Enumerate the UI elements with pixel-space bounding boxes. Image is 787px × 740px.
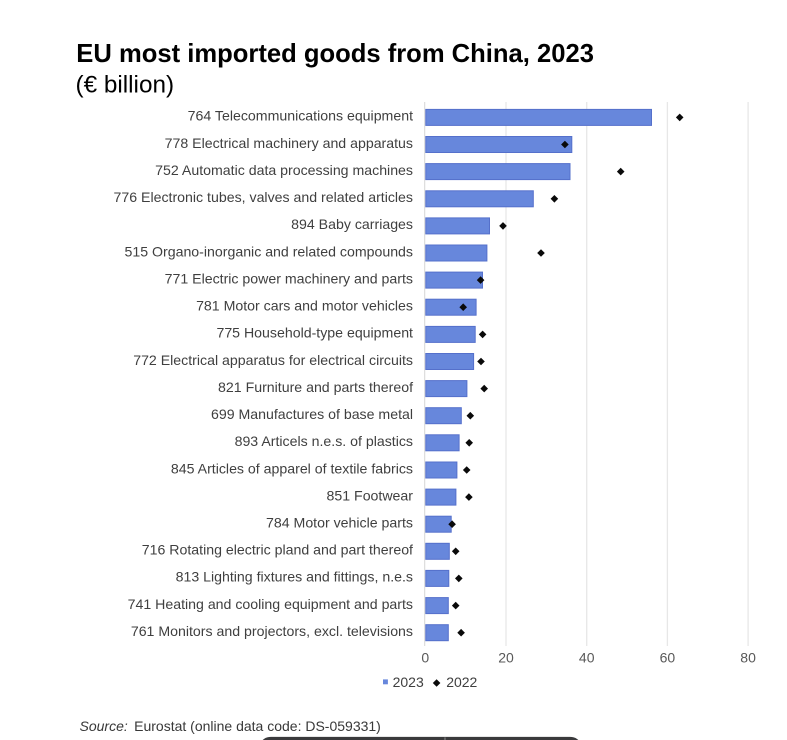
svg-text:80: 80: [740, 650, 756, 666]
svg-text:781 Motor cars and motor vehic: 781 Motor cars and motor vehicles: [196, 298, 413, 314]
svg-text:EU most imported goods from Ch: EU most imported goods from China, 2023: [76, 40, 594, 68]
svg-text:778 Electrical machinery and a: 778 Electrical machinery and apparatus: [165, 135, 413, 151]
svg-text:716 Rotating electric pland an: 716 Rotating electric pland and part the…: [142, 542, 413, 558]
svg-text:775 Household-type equipment: 775 Household-type equipment: [216, 325, 413, 341]
svg-text:2022: 2022: [446, 674, 477, 690]
svg-text:(€ billion): (€ billion): [76, 72, 175, 99]
svg-text:752 Automatic data processing: 752 Automatic data processing machines: [155, 162, 413, 178]
svg-text:776 Electronic tubes, valves a: 776 Electronic tubes, valves and related…: [114, 189, 413, 205]
svg-text:515 Organo-inorganic and relat: 515 Organo-inorganic and related compoun…: [124, 243, 413, 259]
svg-text:40: 40: [579, 650, 595, 666]
svg-text:764 Telecommunications equipme: 764 Telecommunications equipment: [188, 108, 413, 124]
svg-text:772 Electrical apparatus for e: 772 Electrical apparatus for electrical …: [133, 352, 413, 368]
svg-text:699 Manufactures of base metal: 699 Manufactures of base metal: [211, 406, 413, 422]
svg-text:851 Footwear: 851 Footwear: [327, 487, 414, 503]
svg-text:894 Baby carriages: 894 Baby carriages: [291, 216, 413, 232]
svg-text:60: 60: [660, 650, 676, 666]
svg-text:20: 20: [498, 650, 514, 666]
svg-text:Source: Eurostat (online data: Source: Eurostat (online data code: DS-0…: [80, 718, 381, 734]
svg-text:741 Heating and cooling equipm: 741 Heating and cooling equipment and pa…: [128, 596, 413, 612]
svg-text:784 Motor vehicle parts: 784 Motor vehicle parts: [266, 515, 413, 531]
svg-text:813 Lighting fixtures and fitt: 813 Lighting fixtures and fittings, n.e.…: [176, 569, 413, 585]
svg-text:771 Electric power machinery a: 771 Electric power machinery and parts: [165, 270, 413, 286]
svg-text:845 Articles of apparel of tex: 845 Articles of apparel of textile fabri…: [171, 460, 413, 476]
svg-text:761 Monitors and projectors, e: 761 Monitors and projectors, excl. telev…: [131, 623, 413, 639]
svg-text:2023: 2023: [393, 674, 424, 690]
svg-text:821 Furniture and parts thereo: 821 Furniture and parts thereof: [218, 379, 413, 395]
svg-text:893 Articels n.e.s. of plastic: 893 Articels n.e.s. of plastics: [235, 433, 413, 449]
svg-text:0: 0: [421, 650, 429, 666]
